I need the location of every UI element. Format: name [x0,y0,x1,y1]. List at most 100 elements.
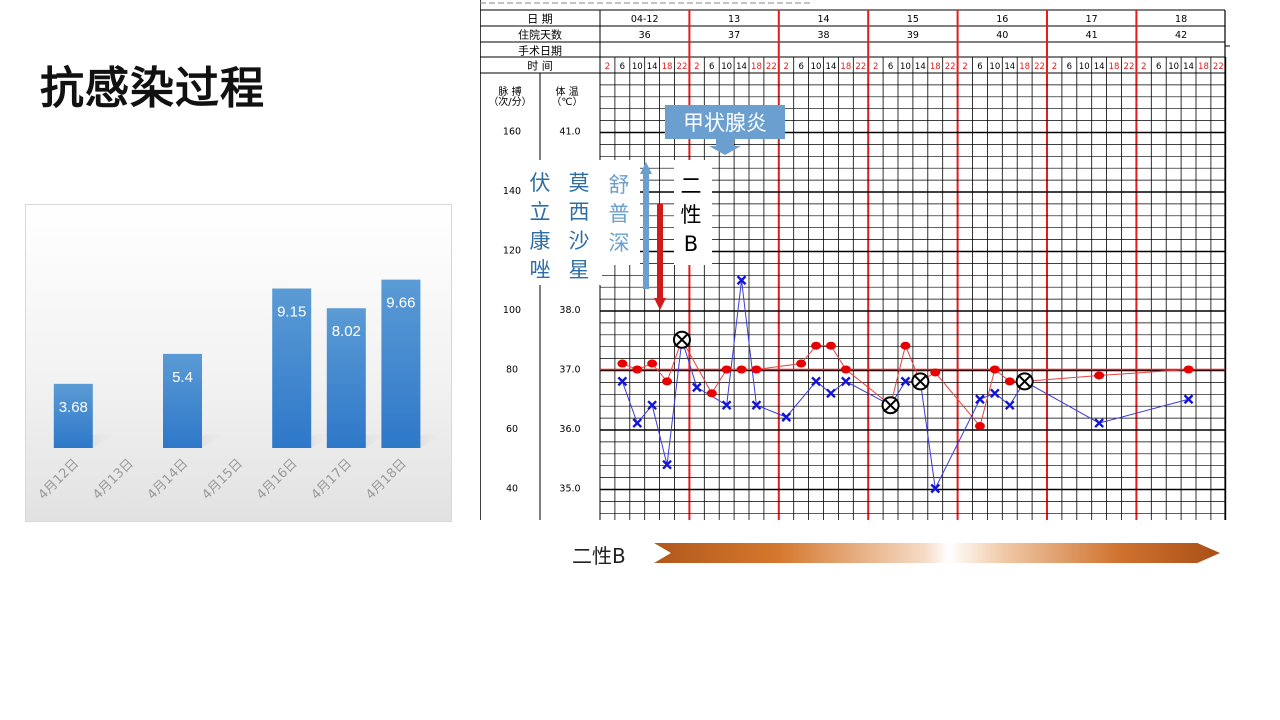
amphotericin-label: B [684,232,698,256]
pulse-point [781,412,792,422]
temperature-point [662,377,673,386]
moxifloxacin-label: 莫 [569,171,590,195]
temperature-point [930,368,941,377]
temperature-point [706,389,717,398]
x-tick-label: 4月17日 [309,456,356,503]
pulse-point [990,388,1000,399]
pulse-point [826,388,836,399]
temperature-point [840,365,851,374]
time-cell: 6 [888,62,893,72]
hospital-day-cell: 42 [1175,30,1187,41]
time-cell: 2 [1052,62,1057,72]
x-tick-label: 4月12日 [36,456,83,503]
time-cell: 10 [721,62,732,72]
time-cell: 14 [1183,62,1194,72]
bar-1 [53,383,93,448]
thyroiditis-arrow [709,139,741,155]
time-cell: 2 [784,62,789,72]
sulperazone-label: 普 [609,202,630,226]
drug-label-bg [528,160,602,285]
pulse-point [930,483,941,494]
coincident-x [676,334,688,346]
time-cell: 2 [605,62,610,72]
pulse-tick: 40 [506,484,518,495]
temperature-point [647,359,658,368]
time-cell: 18 [662,62,673,72]
date-cell: 15 [907,14,919,25]
x-tick-label: 4月14日 [145,456,192,503]
sulperazone-label: 舒 [609,173,630,197]
time-cell: 10 [1079,62,1090,72]
temperature-point [900,341,911,350]
time-cell: 10 [900,62,911,72]
pulse-point [751,400,762,411]
amphotericin-arrow-head [654,298,666,310]
time-cell: 6 [1156,62,1161,72]
x-tick-label: 4月13日 [90,456,137,503]
sulperazone-arrow-head [640,162,652,174]
pulse-point [811,376,821,387]
time-cell: 18 [1019,62,1030,72]
pulse-point [1004,400,1015,411]
hospital-day-cell: 41 [1086,30,1098,41]
time-cell: 2 [1141,62,1146,72]
temperature-point [989,365,1000,374]
date-cell: 17 [1086,14,1098,25]
pulse-point [975,394,985,405]
pulse-point [736,275,747,286]
bar-5 [272,288,312,448]
time-cell: 6 [1067,62,1072,72]
bar-value-label: 8.02 [332,323,361,340]
voriconazole-label: 伏 [530,171,551,195]
time-cell: 18 [1198,62,1209,72]
pulse-point [1094,418,1104,428]
header-row-label: 日 期 [527,13,553,26]
pulse-tick: 100 [503,305,521,316]
thyroiditis-callout [665,105,785,139]
bar-7 [381,279,421,448]
time-cell: 22 [1124,62,1135,72]
thyroiditis-label: 甲状腺炎 [683,111,767,135]
pulse-point [632,418,643,428]
sulperazone-bar [643,172,649,289]
bar-3 [163,353,202,448]
time-cell: 6 [798,62,803,72]
slide-title: 抗感染过程 [40,63,265,114]
temp-tick: 38.0 [559,305,580,316]
temperature-point [1094,371,1105,380]
pulse-tick: 120 [503,246,521,257]
temperature-point [1183,365,1194,374]
pulse-point [900,376,911,387]
temp-tick: 35.0 [559,484,580,495]
temp-tick: 41.0 [559,127,580,138]
time-cell: 2 [873,62,878,72]
hospital-day-cell: 40 [996,30,1008,41]
temperature-point [751,365,762,374]
treatment-timeline: 二性B [570,535,1230,575]
temperature-point [825,341,836,350]
pulse-point [692,382,702,393]
moxifloxacin-label: 星 [569,258,590,282]
date-cell: 14 [817,14,829,25]
treatment-arrow [654,543,1220,563]
temp-axis-title: 体 温 [555,86,578,98]
pulse-point [662,459,672,470]
hospital-day-cell: 37 [728,30,740,41]
time-cell: 14 [826,62,837,72]
date-cell: 16 [996,14,1008,25]
hospital-day-cell: 39 [907,30,919,41]
temperature-point [974,422,985,431]
date-cell: 04-12 [631,14,659,25]
pulse-tick: 80 [506,365,518,376]
hospital-day-cell: 36 [639,30,651,41]
temp-axis-title: （℃） [551,96,582,108]
sulperazone-label-bg [602,160,640,265]
coincident-x [914,375,927,388]
voriconazole-label: 唑 [530,258,551,282]
pulse-tick: 140 [503,186,521,197]
bar-value-label: 5.4 [172,369,193,386]
time-cell: 6 [977,62,982,72]
time-cell: 22 [945,62,956,72]
time-cell: 18 [930,62,941,72]
temperature-point [632,365,643,374]
